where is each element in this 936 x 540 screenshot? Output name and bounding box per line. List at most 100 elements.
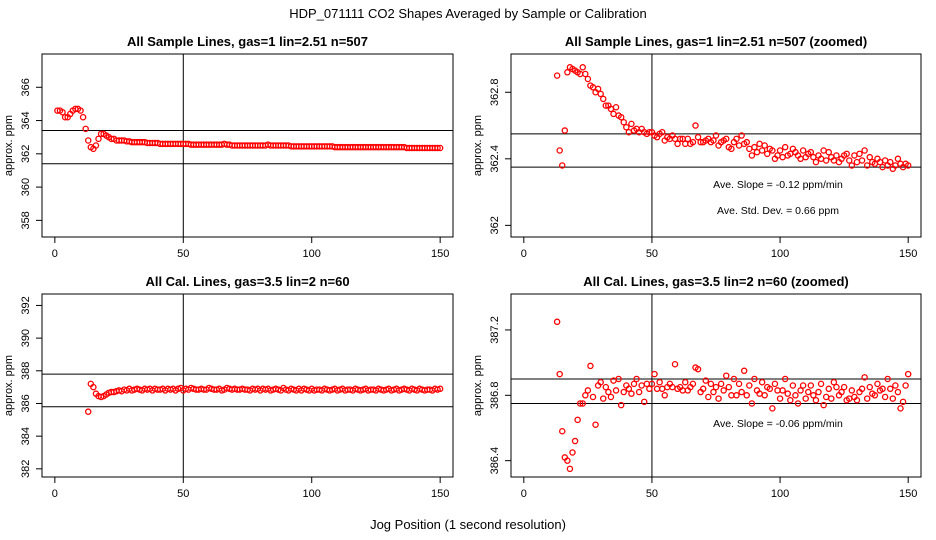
panel-4: All Cal. Lines, gas=3.5 lin=2 n=60 (zoom… [472, 274, 922, 500]
y-axis-label: approx. ppm [3, 115, 15, 176]
data-point [628, 390, 635, 397]
data-point [899, 398, 907, 406]
x-tick-label: 150 [899, 488, 917, 500]
x-tick-label: 0 [521, 248, 527, 260]
y-tick-label: 362 [489, 216, 501, 234]
data-point [787, 396, 794, 404]
data-point [617, 113, 625, 121]
data-point [694, 365, 702, 373]
data-point [553, 318, 561, 326]
data-point [789, 382, 797, 389]
x-tick-label: 0 [521, 488, 527, 500]
data-point [630, 380, 638, 388]
data-point [884, 375, 891, 383]
data-point [848, 162, 856, 169]
panel-title: All Cal. Lines, gas=3.5 lin=2 n=60 [145, 274, 349, 289]
x-tick-label: 100 [303, 488, 321, 500]
data-point [753, 148, 761, 156]
data-point [776, 395, 784, 402]
data-point [597, 90, 604, 98]
plot-frame [41, 293, 454, 478]
data-point [579, 400, 587, 407]
y-tick-label: 386.4 [489, 447, 501, 475]
data-point [571, 437, 579, 445]
data-point [576, 400, 584, 407]
data-point [863, 395, 871, 402]
data-point [95, 135, 102, 143]
data-point [689, 380, 697, 388]
data-point [861, 147, 868, 154]
data-point [84, 408, 92, 415]
data-point [682, 140, 689, 148]
y-tick-label: 382 [20, 460, 32, 478]
data-point [82, 125, 89, 133]
data-point [559, 427, 566, 435]
data-point [894, 388, 902, 396]
data-point [904, 162, 912, 169]
x-tick-label: 100 [771, 488, 789, 500]
data-point [771, 380, 779, 388]
y-tick-label: 388 [20, 362, 32, 380]
data-point [728, 392, 735, 399]
data-point [436, 385, 444, 393]
data-point [638, 382, 645, 389]
data-point [807, 148, 815, 156]
data-point [579, 64, 587, 71]
data-point [674, 140, 681, 148]
panel-3: All Cal. Lines, gas=3.5 lin=2 n=60 0 50 100… [3, 274, 454, 500]
data-point [658, 128, 666, 136]
data-point [702, 377, 710, 384]
data-point [781, 375, 789, 383]
data-point [592, 421, 599, 428]
data-point [846, 157, 853, 164]
data-point [746, 382, 753, 389]
data-point [710, 388, 717, 396]
data-point [597, 378, 604, 386]
data-point [830, 378, 838, 386]
data-point [740, 367, 748, 375]
data-point [594, 85, 602, 93]
data-points [553, 64, 912, 173]
data-point [79, 113, 87, 121]
data-point [812, 158, 820, 166]
data-point [610, 110, 617, 118]
data-point [748, 400, 756, 407]
panel-title: All Sample Lines, gas=1 lin=2.51 n=507 [127, 34, 368, 49]
data-points [84, 380, 444, 415]
x-tick-label: 50 [646, 488, 658, 500]
x-tick-label: 50 [177, 488, 189, 500]
data-point [858, 385, 866, 393]
y-tick-label: 362.4 [489, 145, 501, 173]
data-point [735, 142, 743, 149]
data-point [904, 370, 912, 378]
x-tick-label: 0 [52, 488, 58, 500]
data-point [738, 388, 745, 396]
data-point [633, 375, 640, 383]
data-point [874, 380, 881, 388]
data-point [733, 135, 740, 143]
data-point [717, 380, 725, 388]
data-point [553, 72, 561, 79]
data-point [589, 393, 597, 401]
data-point [720, 387, 727, 394]
data-point [761, 392, 768, 399]
y-axis-label: approx. ppm [3, 355, 15, 416]
panel-2: All Sample Lines, gas=1 lin=2.51 n=507 (… [472, 34, 922, 260]
y-tick-label: 362 [20, 145, 32, 163]
data-point [828, 395, 835, 402]
figure-title: HDP_071111 CO2 Shapes Averaged by Sample… [289, 6, 646, 21]
annotation: Ave. Slope = -0.06 ppm/min [713, 418, 843, 430]
x-tick-label: 150 [431, 488, 449, 500]
x-tick-label: 0 [52, 248, 58, 260]
data-point [648, 380, 656, 388]
y-tick-label: 386.8 [489, 382, 501, 410]
data-point [810, 153, 817, 161]
y-tick-label: 366 [20, 78, 32, 96]
data-point [894, 155, 902, 163]
data-point [602, 383, 610, 391]
data-points [54, 105, 444, 153]
data-point [574, 416, 581, 424]
data-point [651, 370, 658, 378]
data-point [620, 388, 628, 396]
